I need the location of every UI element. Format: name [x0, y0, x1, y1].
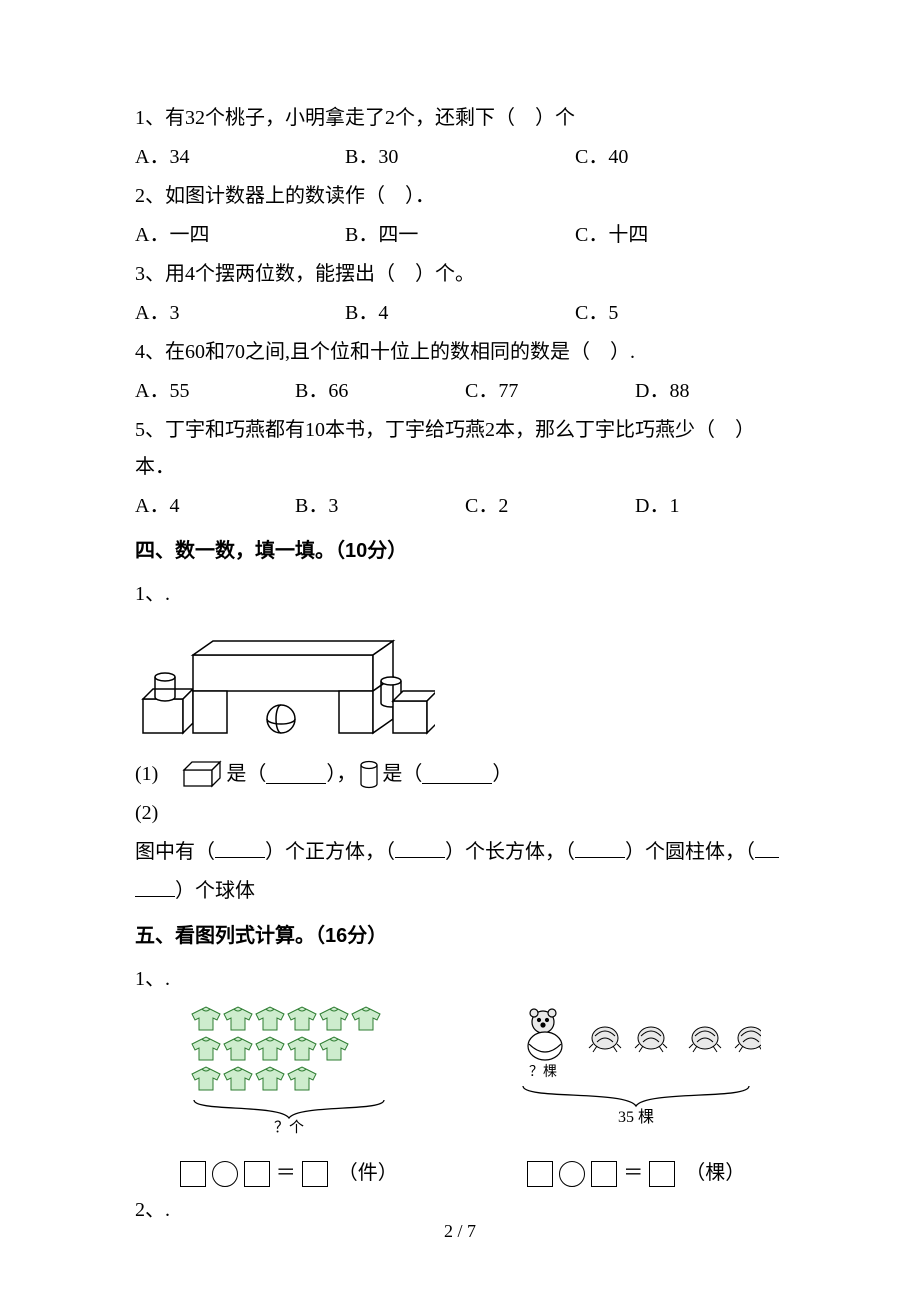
q3-opt-c: C．5 [575, 295, 618, 332]
q3-opt-b: B．4 [345, 295, 575, 332]
box-icon [244, 1161, 270, 1187]
q1-opt-b: B．30 [345, 139, 575, 176]
sub1-end: ） [492, 756, 512, 793]
section4-title: 四、数一数，填一填。（10分） [135, 533, 790, 570]
left-qmark: ？个 [274, 1119, 304, 1134]
cylinder-icon [358, 760, 380, 790]
circle-icon [212, 1161, 238, 1187]
sub1-mid1: 是（ [226, 756, 266, 793]
page-number: 2 / 7 [0, 1215, 920, 1248]
q1-options: A．34 B．30 C．40 [135, 139, 790, 176]
q5-opt-d: D．1 [635, 488, 679, 525]
sec5-right: ？棵 35 棵 ＝ （棵） [483, 1004, 791, 1192]
q4-options: A．55 B．66 C．77 D．88 [135, 373, 790, 410]
q4-opt-b: B．66 [295, 373, 465, 410]
unit-right: （棵） [685, 1155, 745, 1192]
q2-text: 2、如图计数器上的数读作（ ）． [135, 178, 790, 215]
q2-opt-b: B．四一 [345, 217, 575, 254]
q5-options: A．4 B．3 C．2 D．1 [135, 488, 790, 525]
sec4-sub2-line1: 图中有（）个正方体，（）个长方体，（）个圆柱体，（ [135, 834, 790, 871]
sec4-sub1: (1) 是（ ）， 是（ ） [135, 756, 790, 793]
section5-title: 五、看图列式计算。（16分） [135, 918, 790, 955]
q1-text: 1、有32个桃子，小明拿走了2个，还剩下（ ）个 [135, 100, 790, 137]
q4-text: 4、在60和70之间,且个位和十位上的数相同的数是（ ）. [135, 334, 790, 371]
sec5-figures: ？个 ＝ （件） ？棵 [135, 1004, 790, 1192]
q5-opt-c: C．2 [465, 488, 635, 525]
box-icon [302, 1161, 328, 1187]
equals: ＝ [276, 1155, 296, 1192]
q4-opt-c: C．77 [465, 373, 635, 410]
blank-1b [422, 765, 492, 784]
box-icon [649, 1161, 675, 1187]
sub1-mid2: ）， [326, 756, 356, 793]
q4-opt-d: D．88 [635, 373, 689, 410]
q5-opt-a: A．4 [135, 488, 295, 525]
q5-text: 5、丁宇和巧燕都有10本书，丁宇给巧燕2本，那么丁宇比巧燕少（ ）本． [135, 412, 790, 486]
box-icon [180, 1161, 206, 1187]
sub1-pre: (1) [135, 756, 178, 793]
cabbage-figure: ？棵 35 棵 [511, 1004, 761, 1134]
q3-text: 3、用4个摆两位数，能摆出（ ）个。 [135, 256, 790, 293]
cuboid-icon [180, 760, 224, 790]
eq-right: ＝ （棵） [483, 1155, 791, 1192]
sec4-sub2-line2: ）个球体 [135, 873, 790, 910]
eq-left: ＝ （件） [135, 1155, 443, 1192]
blank-1a [266, 765, 326, 784]
q1-opt-a: A．34 [135, 139, 345, 176]
q2-opt-a: A．一四 [135, 217, 345, 254]
shapes-figure [135, 619, 790, 752]
q4-opt-a: A．55 [135, 373, 295, 410]
shirts-figure: ？个 [184, 1004, 394, 1134]
box-icon [527, 1161, 553, 1187]
q2-options: A．一四 B．四一 C．十四 [135, 217, 790, 254]
circle-icon [559, 1161, 585, 1187]
sec5-left: ？个 ＝ （件） [135, 1004, 443, 1192]
q5-opt-b: B．3 [295, 488, 465, 525]
sec4-item1: 1、. [135, 576, 790, 613]
sub1-mid3: 是（ [382, 756, 422, 793]
q2-opt-c: C．十四 [575, 217, 648, 254]
right-total: 35 棵 [618, 1108, 654, 1126]
equals: ＝ [623, 1155, 643, 1192]
q3-options: A．3 B．4 C．5 [135, 295, 790, 332]
unit-left: （件） [338, 1155, 398, 1192]
q3-opt-a: A．3 [135, 295, 345, 332]
sec4-sub2-head: (2) [135, 795, 790, 832]
q1-opt-c: C．40 [575, 139, 628, 176]
box-icon [591, 1161, 617, 1187]
right-qmark: ？棵 [529, 1064, 557, 1080]
sec5-item1: 1、. [135, 961, 790, 998]
